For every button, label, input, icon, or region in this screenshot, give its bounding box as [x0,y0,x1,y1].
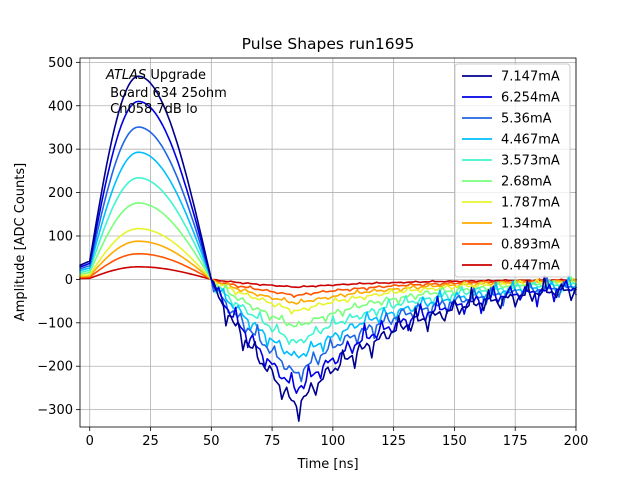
legend-label: 4.467mA [501,133,560,148]
series-line [79,75,577,422]
y-axis-label: Amplitude [ADC Counts] [13,163,28,321]
x-tick-label: 0 [86,434,94,449]
legend-label: 0.447mA [501,259,560,274]
chart-title: Pulse Shapes run1695 [242,35,415,53]
annotation-block: ATLAS Upgrade Board 634 25ohm Ch058 7dB … [105,68,227,117]
plot-frame [79,57,577,428]
series-line [79,240,577,305]
legend: 7.147mA 6.254mA 5.36mA 4.467mA 3.573mA 2.68mA… [454,63,571,278]
y-tick-label: −100 [37,316,73,331]
legend-label: 1.34mA [501,217,552,232]
legend-items: 7.147mA 6.254mA 5.36mA 4.467mA 3.573mA 2.68mA… [462,70,560,274]
legend-label: 2.68mA [501,175,552,190]
series-line [79,100,577,394]
x-tick-label: 200 [564,434,589,449]
x-axis-label: Time [ns] [296,457,358,472]
y-tick-label: 0 [65,273,73,288]
x-tick-label: 75 [264,434,281,449]
y-tick-label: −300 [37,403,73,418]
x-tick-label: 100 [320,434,345,449]
y-tick-label: 100 [48,229,73,244]
legend-label: 7.147mA [501,70,560,85]
x-tick-label: 50 [203,434,220,449]
series-lines [79,75,577,422]
annotation-atlas-text: ATLAS [105,68,146,83]
x-tick-label: 125 [381,434,406,449]
series-line [79,253,577,298]
y-tick-label: 400 [48,99,73,114]
y-tick-label: −200 [37,360,73,375]
legend-label: 0.893mA [501,238,560,253]
annotation-upgrade-text: Upgrade [146,68,206,83]
x-tick-label: 150 [442,434,467,449]
y-tick-label: 500 [48,56,73,71]
x-tick-label: 25 [142,434,159,449]
y-tick-label: 300 [48,143,73,158]
annotation-line-2: Board 634 25ohm [106,86,227,101]
x-tick-label: 175 [503,434,528,449]
series-line [79,126,577,383]
legend-label: 6.254mA [501,91,560,106]
annotation-line-3: Ch058 7dB lo [106,102,198,117]
legend-label: 5.36mA [501,112,552,127]
annotation-line-1: ATLAS Upgrade [105,68,206,83]
series-line [79,266,577,289]
legend-label: 3.573mA [501,154,560,169]
y-tick-label: 200 [48,186,73,201]
legend-label: 1.787mA [501,196,560,211]
axis-ticks: 0 25 50 75 100 125 150 175 200 −300 −200 −100 0 100 20… [37,56,588,449]
